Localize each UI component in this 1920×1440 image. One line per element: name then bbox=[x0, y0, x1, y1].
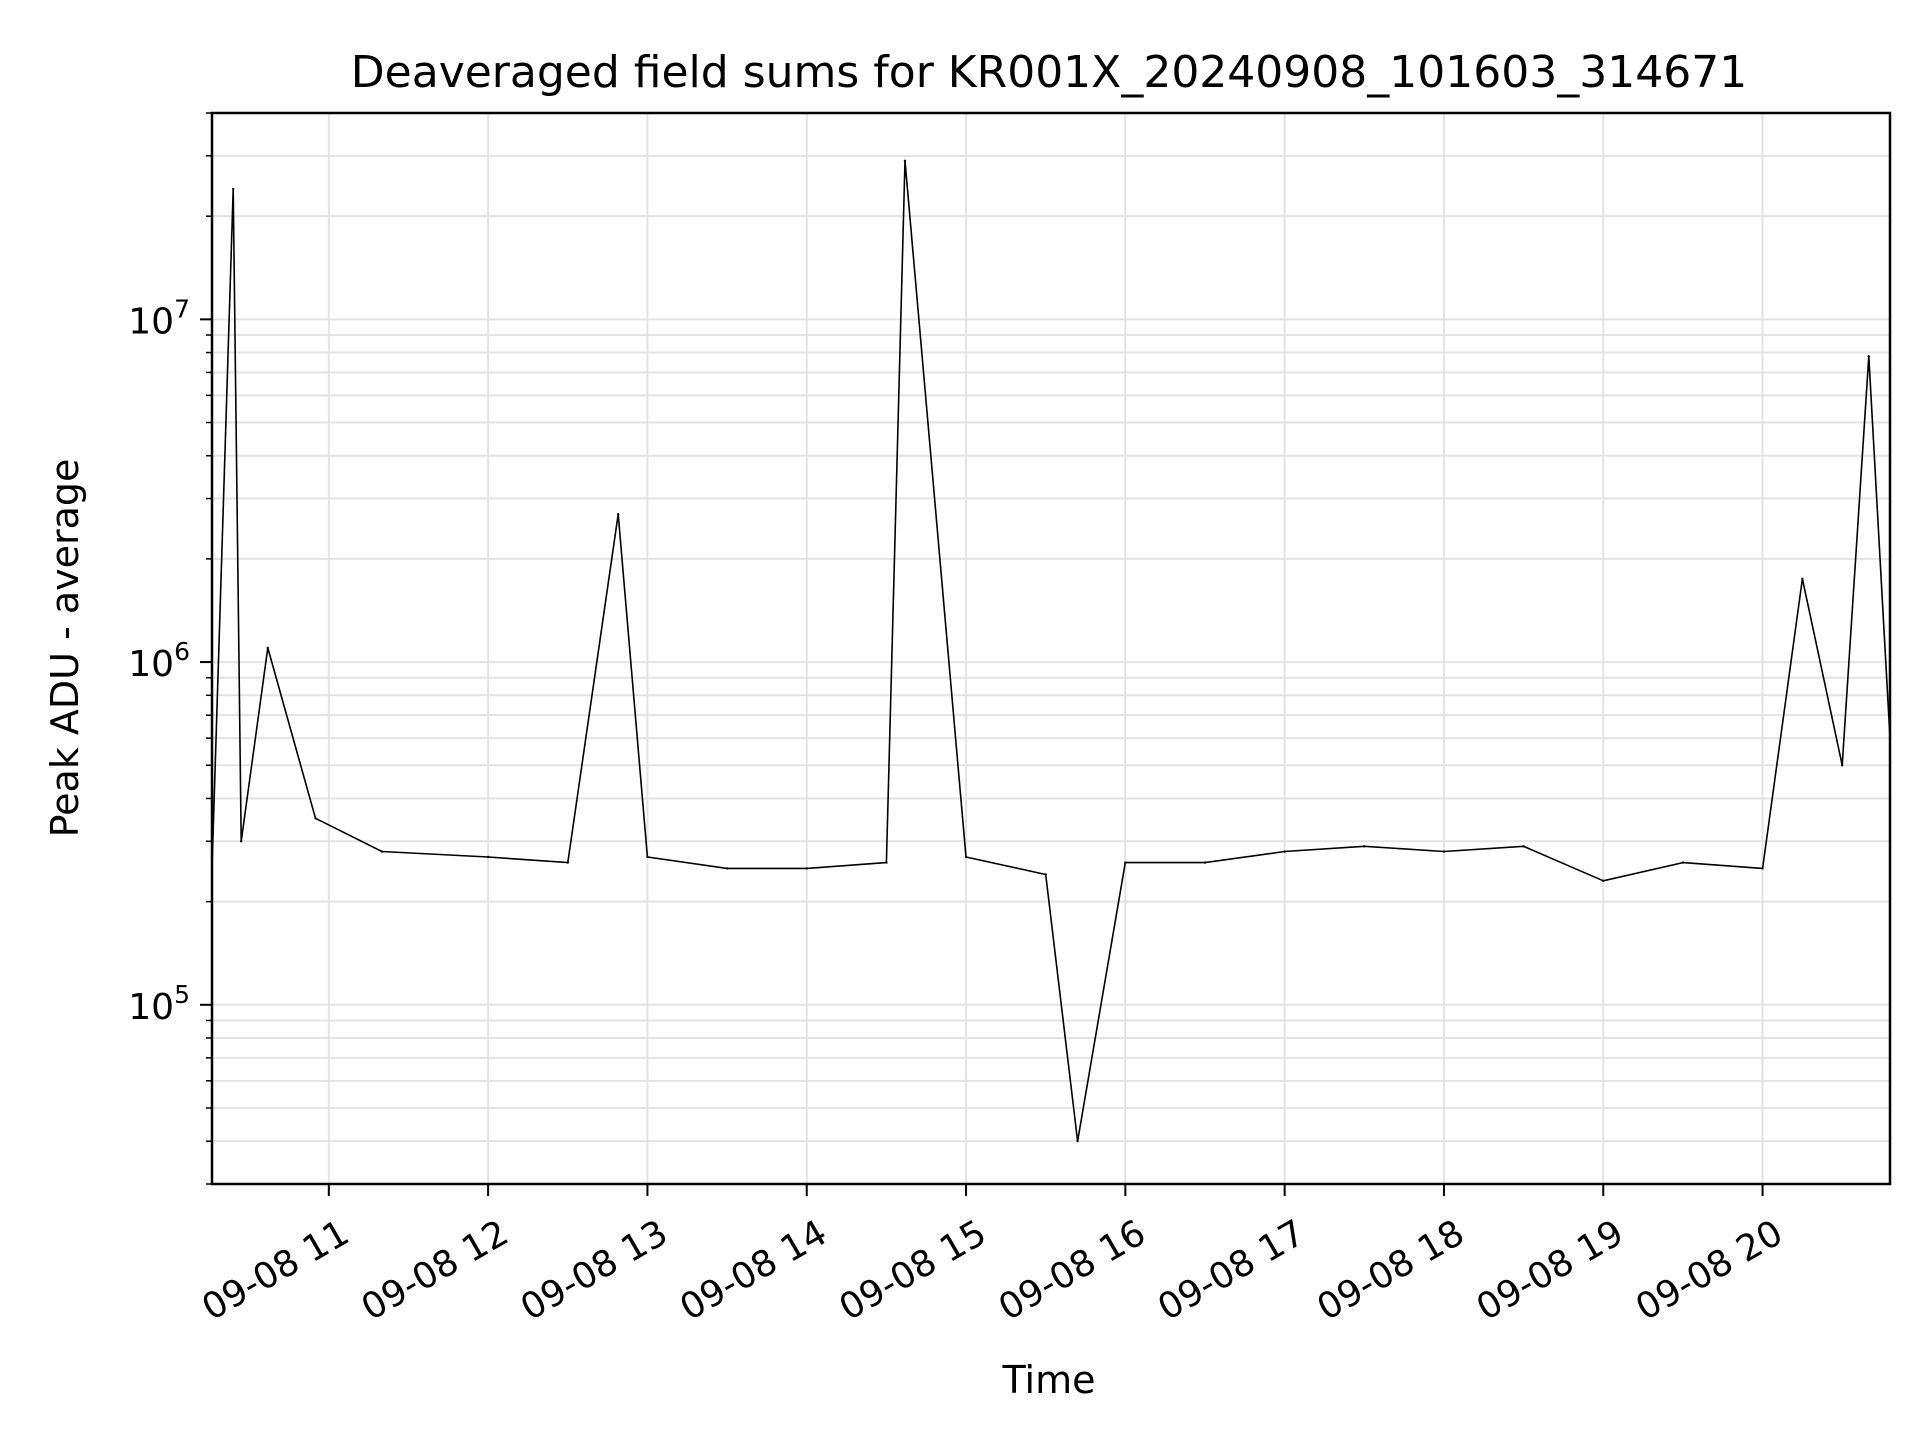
grid-layer bbox=[212, 112, 1890, 1185]
data-point bbox=[240, 840, 243, 843]
data-point bbox=[1442, 850, 1446, 853]
data-point bbox=[1602, 879, 1605, 883]
data-point bbox=[646, 855, 649, 859]
data-point bbox=[1076, 1139, 1079, 1143]
data-point bbox=[903, 159, 907, 163]
data-point bbox=[266, 646, 269, 650]
y-tick-label: 105 bbox=[128, 980, 190, 1028]
data-point bbox=[725, 867, 729, 870]
data-point bbox=[566, 861, 569, 864]
chart-title: Deaveraged field sums for KR001X_2024090… bbox=[351, 47, 1747, 98]
data-point bbox=[1681, 861, 1685, 864]
data-point bbox=[617, 513, 620, 516]
data-point bbox=[1522, 845, 1525, 848]
y-tick-label: 106 bbox=[128, 637, 190, 685]
data-point bbox=[380, 850, 384, 853]
data-point bbox=[1841, 764, 1844, 767]
plot-frame bbox=[210, 111, 1892, 1186]
data-point bbox=[964, 855, 968, 859]
data-series-line bbox=[211, 160, 1891, 1142]
data-point bbox=[1363, 845, 1366, 848]
y-axis-label: Peak ADU - average bbox=[43, 459, 87, 838]
data-point bbox=[1283, 850, 1286, 853]
data-point bbox=[1124, 861, 1127, 864]
data-point bbox=[805, 867, 808, 870]
data-point bbox=[1203, 861, 1207, 864]
data-point bbox=[1044, 873, 1047, 876]
data-point bbox=[314, 817, 317, 820]
data-point bbox=[1801, 577, 1804, 580]
data-layer bbox=[210, 159, 1892, 1143]
data-point bbox=[1867, 355, 1870, 358]
y-tick-label: 107 bbox=[128, 294, 190, 342]
x-axis-label: Time bbox=[1002, 1358, 1096, 1402]
data-point bbox=[232, 187, 235, 191]
data-point bbox=[486, 855, 490, 859]
data-point bbox=[885, 861, 888, 864]
data-point bbox=[1761, 867, 1764, 870]
